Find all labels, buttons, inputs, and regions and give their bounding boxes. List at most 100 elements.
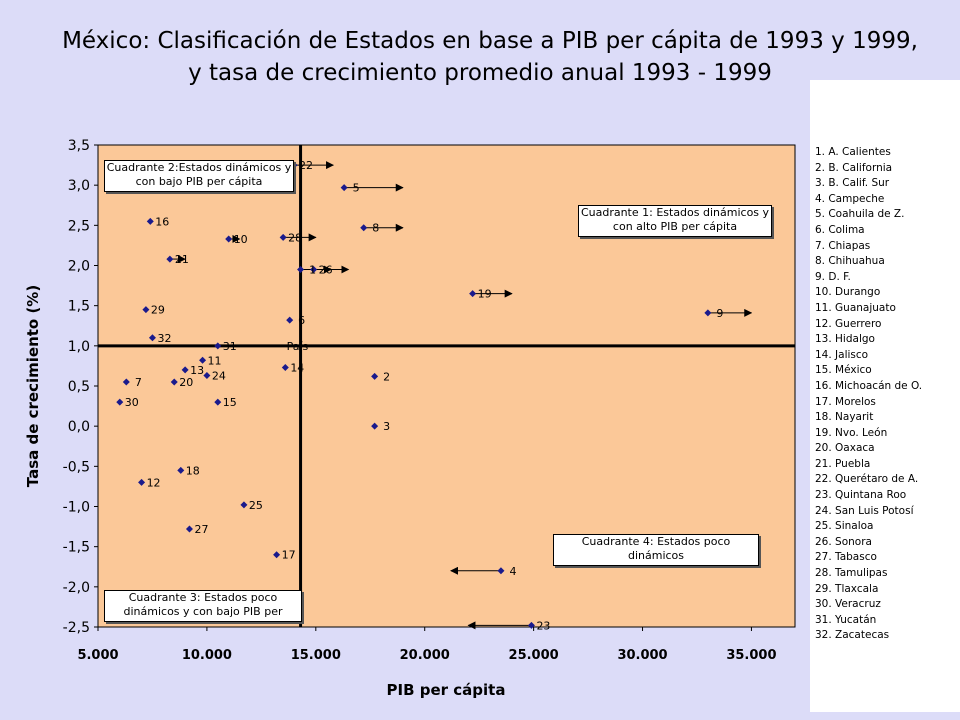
legend-item: 3. B. Calif. Sur <box>815 177 890 190</box>
legend-item: 12. Guerrero <box>815 317 882 330</box>
legend-item: 2. B. California <box>815 161 893 174</box>
y-tick-label: 3,5 <box>68 138 90 154</box>
point-label: 13 <box>190 364 204 377</box>
legend-item: 30. Veracruz <box>815 598 881 611</box>
x-tick-label: 30.000 <box>617 648 667 663</box>
point-label: 7 <box>135 376 142 389</box>
quadrant-2-box: Cuadrante 2:Estados dinámicos y con bajo… <box>104 160 294 192</box>
data-point <box>116 398 124 406</box>
point-label: 12 <box>147 476 161 489</box>
data-point <box>199 356 207 364</box>
legend-item: 23. Quintana Roo <box>815 489 907 502</box>
legend-item: 4. Campeche <box>815 192 885 205</box>
legend-item: 19. Nvo. León <box>815 426 888 439</box>
legend-item: 7. Chiapas <box>815 239 871 252</box>
x-axis-label: PIB per cápita <box>387 681 506 699</box>
legend-item: 20. Oaxaca <box>815 442 875 455</box>
data-point <box>166 255 174 263</box>
legend-item: 22. Querétaro de A. <box>815 473 919 486</box>
point-label: 22 <box>299 159 313 172</box>
data-point <box>497 567 505 575</box>
legend-item: 32. Zacatecas <box>815 629 890 642</box>
data-point <box>371 422 379 430</box>
point-label: 1 <box>309 264 316 277</box>
point-label: 4 <box>509 565 516 578</box>
quadrant-3-box: Cuadrante 3: Estados poco dinámicos y co… <box>104 590 302 622</box>
data-point <box>281 364 289 372</box>
legend-item: 27. Tabasco <box>815 551 877 564</box>
data-point <box>122 378 130 386</box>
point-label: 32 <box>157 332 171 345</box>
legend-list: 1. A. Calientes 2. B. California 3. B. Cal… <box>815 145 922 644</box>
point-label: 11 <box>208 354 222 367</box>
reference-lines: País <box>98 145 795 627</box>
y-tick-label: -0,5 <box>63 459 90 475</box>
y-tick-label: 2,5 <box>68 218 90 234</box>
y-tick-label: 3,0 <box>68 178 90 194</box>
y-axis-ticks: -2,5 -2,0 -1,5 -1,0 -0,5 0,0 0,5 1,0 1,5 2,0 2,5 3,… <box>63 138 98 636</box>
quadrant-4-box: Cuadrante 4: Estados poco dinámicos <box>553 534 759 566</box>
data-point <box>177 466 185 474</box>
data-markers <box>116 161 712 629</box>
legend-item: 6. Colima <box>815 223 865 236</box>
point-label: 2 <box>383 370 390 383</box>
point-label: 25 <box>249 499 263 512</box>
country-reference-label: País <box>287 340 309 353</box>
legend-item: 29. Tlaxcala <box>815 582 879 595</box>
point-label: 10 <box>234 233 248 246</box>
data-point <box>203 372 211 380</box>
data-point <box>181 366 189 374</box>
point-label: 15 <box>223 396 237 409</box>
data-point <box>214 398 222 406</box>
y-tick-label: -1,5 <box>63 540 90 556</box>
point-label: 26 <box>319 264 333 277</box>
x-axis-ticks: 5.000 10.000 15.000 20.000 25.000 30.000 35.00… <box>77 627 777 663</box>
x-tick-label: 20.000 <box>400 648 450 663</box>
legend-item: 10. Durango <box>815 286 881 299</box>
legend-item: 28. Tamulipas <box>815 567 888 580</box>
data-point <box>185 525 193 533</box>
x-tick-label: 10.000 <box>182 648 232 663</box>
data-point <box>273 551 281 559</box>
point-label: 24 <box>212 370 226 383</box>
point-label: 27 <box>194 523 208 536</box>
point-label: 3 <box>383 420 390 433</box>
point-label: 23 <box>536 619 550 632</box>
point-label: 18 <box>186 464 200 477</box>
arrows <box>169 161 753 630</box>
data-point <box>371 372 379 380</box>
legend-item: 25. Sinaloa <box>815 520 874 533</box>
data-point <box>146 217 154 225</box>
legend-item: 5. Coahuila de Z. <box>815 208 905 221</box>
point-label: 31 <box>223 340 237 353</box>
chart-title-line-1: México: Clasificación de Estados en base… <box>62 28 918 54</box>
legend-panel: 1. A. Calientes 2. B. California 3. B. Cal… <box>810 80 960 712</box>
legend-item: 24. San Luis Potosí <box>815 504 914 517</box>
y-tick-label: 0,0 <box>68 419 90 435</box>
data-point <box>214 342 222 350</box>
chart-title-line-2: y tasa de crecimiento promedio anual 199… <box>188 60 772 86</box>
x-tick-label: 15.000 <box>291 648 341 663</box>
data-point <box>340 184 348 192</box>
point-label: 5 <box>353 182 360 195</box>
legend-item: 15. México <box>815 364 872 377</box>
data-point <box>286 316 294 324</box>
data-point <box>138 478 146 486</box>
y-tick-label: 2,0 <box>68 259 90 275</box>
legend-item: 21. Puebla <box>815 457 871 470</box>
quadrant-1-box: Cuadrante 1: Estados dinámicos y con alt… <box>578 205 772 237</box>
legend-item: 14. Jalisco <box>815 348 869 361</box>
legend-item: 31. Yucatán <box>815 613 877 626</box>
y-tick-label: -2,5 <box>63 620 90 636</box>
legend-item: 26. Sonora <box>815 535 872 548</box>
point-label: 17 <box>282 549 296 562</box>
data-point <box>360 224 368 232</box>
data-point <box>310 266 318 274</box>
data-point <box>170 378 178 386</box>
legend-item: 13. Hidalgo <box>815 333 875 346</box>
legend-item: 11. Guanajuato <box>815 301 896 314</box>
x-tick-label: 25.000 <box>509 648 559 663</box>
point-label: 8 <box>372 222 379 235</box>
data-point <box>225 235 233 243</box>
